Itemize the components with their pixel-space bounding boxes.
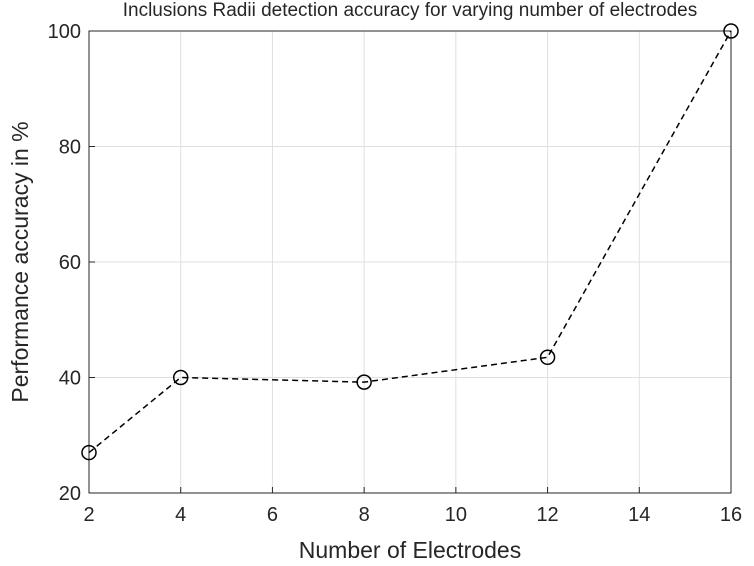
axes-box [88,30,732,494]
x-tick-label: 8 [359,504,370,526]
data-point [356,374,372,390]
x-axis-label: Number of Electrodes [299,537,521,563]
y-tick-label: 20 [59,483,81,505]
data-point [723,23,739,39]
data-point [81,444,97,461]
y-tick-label: 100 [48,21,81,43]
x-tick-label: 16 [720,504,742,526]
x-tick-label: 2 [83,504,94,526]
y-axis-label: Performance accuracy in % [7,121,33,402]
chart-title: Inclusions Radii detection accuracy for … [123,0,698,21]
x-tick-label: 6 [267,504,278,526]
x-tick-label: 4 [175,504,186,526]
x-tick-label: 14 [628,504,650,526]
y-tick-label: 60 [59,252,81,274]
data-point [172,369,189,386]
y-tick-label: 80 [59,137,81,159]
x-tick-label: 10 [445,504,467,526]
x-tick-label: 12 [536,504,558,526]
y-tick-label: 40 [59,368,81,390]
data-line [88,30,732,454]
data-point [539,349,556,366]
